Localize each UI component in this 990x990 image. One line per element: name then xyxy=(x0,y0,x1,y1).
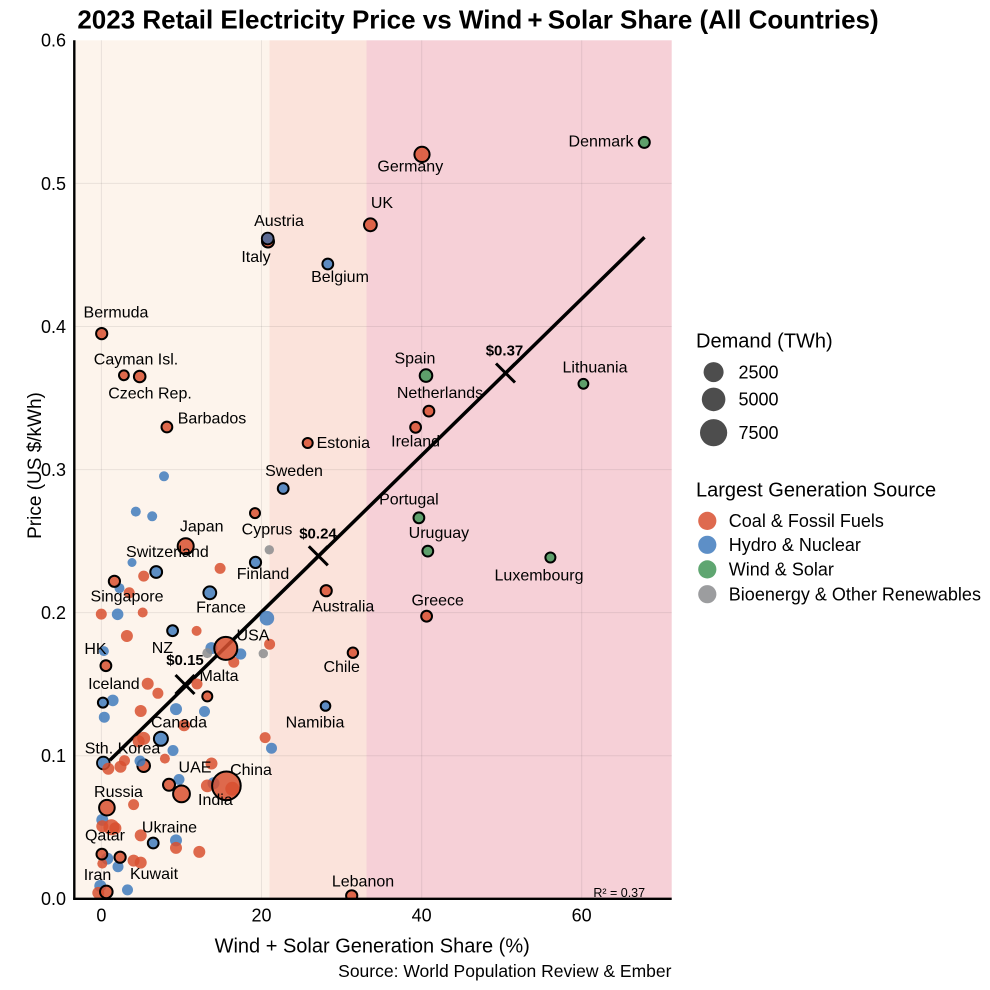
svg-text:0.3: 0.3 xyxy=(41,460,66,480)
svg-text:Italy: Italy xyxy=(241,249,270,266)
svg-text:Iceland: Iceland xyxy=(88,676,140,693)
svg-text:Kuwait: Kuwait xyxy=(130,866,179,883)
svg-text:Hydro & Nuclear: Hydro & Nuclear xyxy=(729,535,861,555)
svg-text:$0.24: $0.24 xyxy=(299,525,337,542)
svg-text:Luxembourg: Luxembourg xyxy=(495,568,584,585)
svg-text:Cayman Isl.: Cayman Isl. xyxy=(94,351,178,368)
svg-text:2023 Retail Electricity Price: 2023 Retail Electricity Price vs Wind + … xyxy=(77,5,878,35)
svg-text:Demand (TWh): Demand (TWh) xyxy=(696,330,833,352)
svg-text:Sweden: Sweden xyxy=(265,463,323,480)
svg-text:0.5: 0.5 xyxy=(41,174,66,194)
svg-text:20: 20 xyxy=(251,905,271,925)
svg-text:Switzerland: Switzerland xyxy=(126,544,209,561)
svg-text:Source: World Population Revie: Source: World Population Review & Ember xyxy=(338,961,671,981)
svg-text:Qatar: Qatar xyxy=(85,827,126,844)
svg-text:Finland: Finland xyxy=(237,566,289,583)
svg-text:Coal & Fossil Fuels: Coal & Fossil Fuels xyxy=(729,511,884,531)
svg-text:Belgium: Belgium xyxy=(311,269,369,286)
svg-text:UAE: UAE xyxy=(179,760,212,777)
svg-text:0.1: 0.1 xyxy=(41,746,66,766)
svg-text:HK: HK xyxy=(84,641,107,658)
svg-text:Japan: Japan xyxy=(180,519,224,536)
svg-text:Sth. Korea: Sth. Korea xyxy=(85,741,161,758)
svg-text:Spain: Spain xyxy=(394,350,435,367)
svg-text:Barbados: Barbados xyxy=(178,410,247,427)
svg-text:$0.15: $0.15 xyxy=(166,652,204,669)
svg-text:Bioenergy & Other Renewables: Bioenergy & Other Renewables xyxy=(729,584,981,604)
svg-text:Germany: Germany xyxy=(377,159,443,176)
svg-text:0.4: 0.4 xyxy=(41,317,66,337)
svg-text:Denmark: Denmark xyxy=(569,134,635,151)
svg-text:Ireland: Ireland xyxy=(391,434,440,451)
svg-text:Wind & Solar: Wind & Solar xyxy=(729,560,834,580)
svg-text:Malta: Malta xyxy=(199,668,238,685)
svg-text:Austria: Austria xyxy=(254,213,304,230)
svg-text:Portugal: Portugal xyxy=(379,491,439,508)
svg-text:Ukraine: Ukraine xyxy=(142,819,197,836)
svg-text:R² = 0.37: R² = 0.37 xyxy=(593,886,645,900)
svg-text:Czech Rep.: Czech Rep. xyxy=(108,386,192,403)
svg-text:0.6: 0.6 xyxy=(41,31,66,51)
svg-text:Lithuania: Lithuania xyxy=(563,359,628,376)
svg-text:Chile: Chile xyxy=(323,659,360,676)
svg-text:Wind + Solar Generation Share: Wind + Solar Generation Share (%) xyxy=(215,935,530,957)
svg-text:Lebanon: Lebanon xyxy=(332,874,394,891)
svg-text:Canada: Canada xyxy=(151,714,207,731)
svg-text:Bermuda: Bermuda xyxy=(84,305,149,322)
svg-text:Price (US $/kWh): Price (US $/kWh) xyxy=(25,392,46,539)
svg-text:USA: USA xyxy=(237,627,270,644)
svg-text:NZ: NZ xyxy=(152,640,174,657)
svg-text:Uruguay: Uruguay xyxy=(409,525,469,542)
svg-text:Cyprus: Cyprus xyxy=(242,522,293,539)
svg-text:Largest Generation Source: Largest Generation Source xyxy=(696,480,936,502)
svg-text:Iran: Iran xyxy=(84,867,112,884)
svg-text:60: 60 xyxy=(572,905,592,925)
svg-text:Estonia: Estonia xyxy=(317,435,370,452)
svg-text:2500: 2500 xyxy=(739,362,779,382)
svg-text:Singapore: Singapore xyxy=(91,588,164,605)
svg-text:India: India xyxy=(198,792,233,809)
svg-text:5000: 5000 xyxy=(739,390,779,410)
svg-text:$0.37: $0.37 xyxy=(486,343,524,360)
svg-text:Australia: Australia xyxy=(312,599,374,616)
svg-text:France: France xyxy=(196,599,246,616)
svg-text:7500: 7500 xyxy=(739,423,779,443)
svg-text:Netherlands: Netherlands xyxy=(397,385,483,402)
svg-text:Greece: Greece xyxy=(411,593,464,610)
svg-text:Namibia: Namibia xyxy=(286,715,345,732)
svg-text:UK: UK xyxy=(371,195,394,212)
svg-text:China: China xyxy=(230,762,272,779)
svg-text:0.0: 0.0 xyxy=(41,889,66,909)
svg-text:Russia: Russia xyxy=(94,784,143,801)
svg-text:0.2: 0.2 xyxy=(41,603,66,623)
svg-text:0: 0 xyxy=(96,905,106,925)
svg-text:40: 40 xyxy=(412,905,432,925)
